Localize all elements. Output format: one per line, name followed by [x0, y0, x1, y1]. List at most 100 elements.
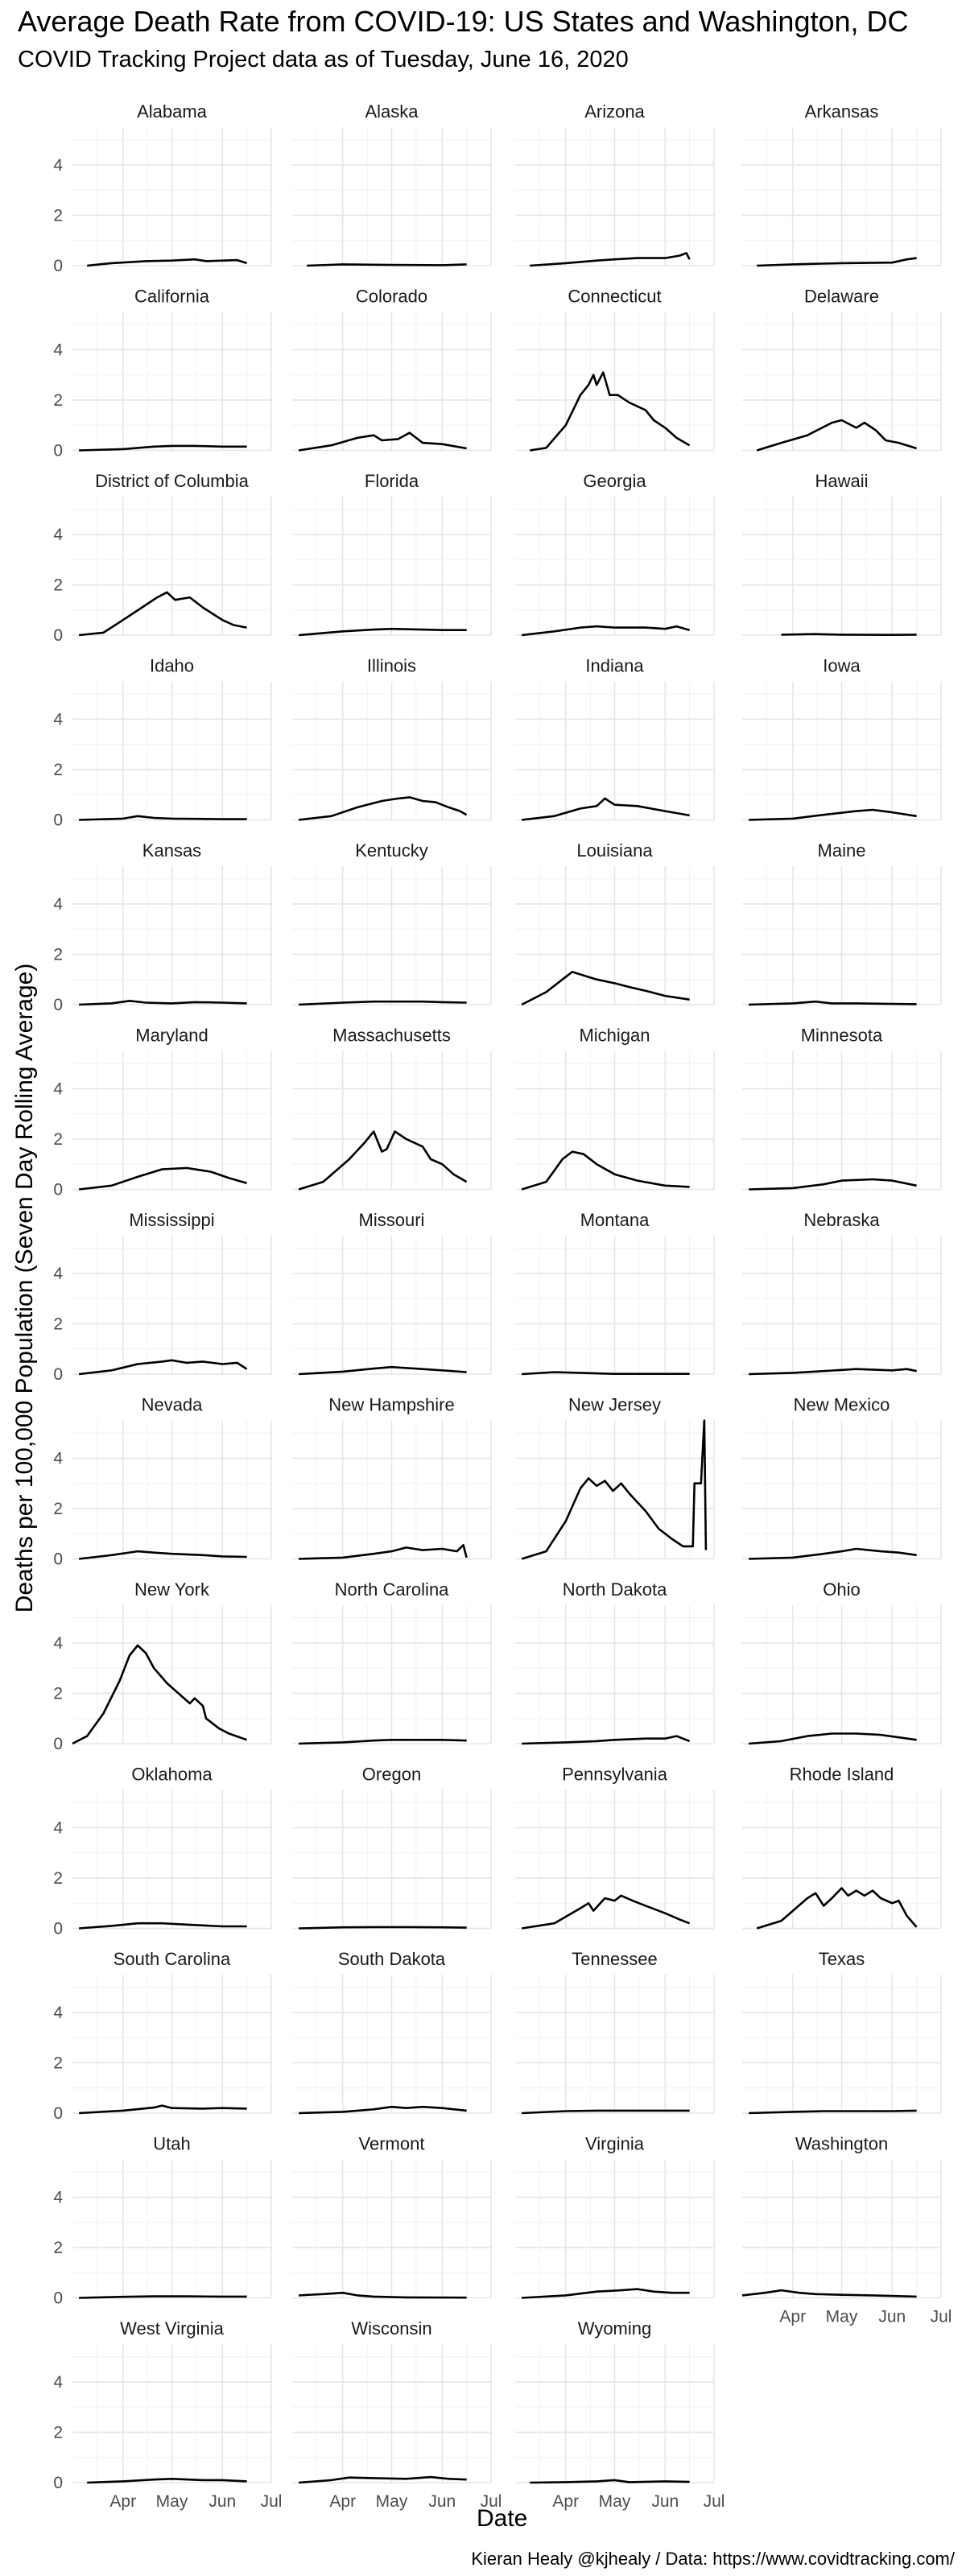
y-tick-label: 0	[53, 442, 63, 460]
facet-strip-label: Maryland	[135, 1026, 208, 1046]
facet-panel: New York 0 2 4	[53, 1579, 272, 1753]
facet-panel: Florida	[292, 471, 492, 637]
x-tick-label: Apr	[109, 2492, 136, 2511]
y-tick-label: 2	[53, 1684, 63, 1703]
facet-strip-label: Pennsylvania	[562, 1765, 668, 1785]
facet-strip-label: Washington	[795, 2134, 888, 2154]
series-line	[756, 1887, 918, 1930]
y-tick-label: 4	[53, 2373, 63, 2392]
facet-panel: Georgia	[515, 471, 715, 637]
x-tick-label: Jun	[428, 2492, 456, 2511]
facet-panel: Texas	[742, 1949, 942, 2115]
facet-strip-label: Colorado	[356, 287, 427, 307]
facet-panel: Louisiana	[515, 840, 715, 1006]
series-line	[749, 1547, 917, 1560]
y-tick-label: 0	[53, 1920, 63, 1938]
facet-strip-label: Wisconsin	[351, 2318, 431, 2339]
facet-strip-label: Nebraska	[803, 1210, 880, 1230]
x-tick-label: May	[599, 2492, 631, 2511]
facet-strip-label: New York	[134, 1579, 210, 1600]
chart-title: Average Death Rate from COVID-19: US Sta…	[18, 5, 909, 38]
series-line	[79, 444, 247, 452]
series-line	[749, 1178, 917, 1191]
facet-strip-label: Oregon	[362, 1765, 421, 1785]
y-tick-label: 2	[53, 1869, 63, 1888]
facet-panel: Rhode Island	[742, 1765, 942, 1930]
facet-panel: Tennessee	[515, 1949, 715, 2115]
y-tick-label: 2	[53, 761, 63, 779]
y-tick-label: 2	[53, 1315, 63, 1333]
series-line	[79, 815, 247, 821]
facet-strip-label: California	[134, 287, 210, 307]
series-line	[298, 796, 468, 821]
y-tick-label: 0	[53, 2474, 63, 2492]
series-line	[522, 1735, 691, 1745]
x-tick-label: Jun	[878, 2308, 906, 2326]
x-tick-label: Apr	[779, 2308, 806, 2326]
y-tick-label: 2	[53, 576, 63, 594]
facet-strip-label: Ohio	[823, 1579, 860, 1600]
y-tick-label: 0	[53, 2289, 63, 2308]
y-tick-label: 4	[53, 156, 63, 175]
x-tick-label: Jul	[704, 2492, 725, 2511]
series-line	[307, 263, 467, 267]
facet-panel: Vermont	[292, 2134, 492, 2299]
series-line	[530, 252, 691, 267]
y-tick-label: 4	[53, 710, 63, 729]
series-line	[521, 971, 690, 1006]
facet-strip-label: Louisiana	[576, 840, 653, 861]
series-line	[749, 1000, 917, 1006]
facet-panel: Montana	[515, 1210, 715, 1376]
y-tick-label: 0	[53, 1735, 63, 1753]
series-line	[87, 2478, 247, 2484]
facet-panel: New Hampshire	[292, 1395, 492, 1560]
y-tick-label: 4	[53, 526, 63, 544]
facet-strip-label: South Carolina	[114, 1949, 231, 1969]
y-tick-label: 0	[53, 1181, 63, 1199]
facet-strip-label: Michigan	[579, 1026, 650, 1046]
facet-panel: Arkansas	[742, 101, 942, 267]
facet-panel: Virginia	[515, 2134, 715, 2299]
y-tick-label: 2	[53, 945, 63, 964]
y-tick-label: 0	[53, 1550, 63, 1569]
series-line	[756, 419, 917, 452]
y-tick-label: 0	[53, 1365, 63, 1384]
series-line	[781, 633, 917, 636]
facet-panel: Nebraska	[742, 1210, 942, 1376]
series-line	[741, 2289, 917, 2298]
y-tick-label: 0	[53, 996, 63, 1014]
facet-panel: North Carolina	[292, 1579, 492, 1745]
series-line	[521, 1419, 708, 1560]
facet-strip-label: South Dakota	[338, 1949, 446, 1969]
series-line	[79, 1000, 247, 1006]
series-line	[299, 1000, 467, 1006]
y-tick-label: 2	[53, 1500, 63, 1518]
x-tick-label: Apr	[552, 2492, 579, 2511]
series-line	[299, 1739, 467, 1745]
series-line	[521, 625, 690, 637]
series-line	[299, 2105, 467, 2115]
series-line	[749, 2109, 917, 2115]
facet-strip-label: Wyoming	[578, 2318, 652, 2339]
facet-panel: Hawaii	[742, 471, 942, 636]
x-axis-label: Date	[477, 2505, 528, 2532]
chart-caption: Kieran Healy @kjhealy / Data: https://ww…	[471, 2549, 955, 2569]
facet-strip-label: Alaska	[365, 101, 419, 122]
facet-strip-label: Iowa	[823, 656, 861, 676]
y-tick-label: 2	[53, 2423, 63, 2442]
series-line	[299, 2475, 467, 2484]
facet-strip-label: Missouri	[359, 1210, 425, 1230]
facet-strip-label: Virginia	[585, 2134, 645, 2154]
facet-panel: Maine	[742, 840, 942, 1006]
facet-panel: New Jersey	[515, 1395, 715, 1560]
y-tick-label: 0	[53, 2104, 63, 2123]
facet-strip-label: Illinois	[367, 656, 416, 676]
y-tick-label: 4	[53, 341, 63, 359]
facet-panel: Minnesota	[742, 1026, 942, 1191]
facet-strip-label: Hawaii	[815, 471, 868, 491]
series-line	[749, 808, 917, 821]
facet-panel: Massachusetts	[292, 1026, 492, 1191]
series-line	[530, 371, 691, 452]
facet-panel: California 0 2 4	[53, 287, 272, 460]
facet-panel: Iowa	[742, 656, 942, 821]
